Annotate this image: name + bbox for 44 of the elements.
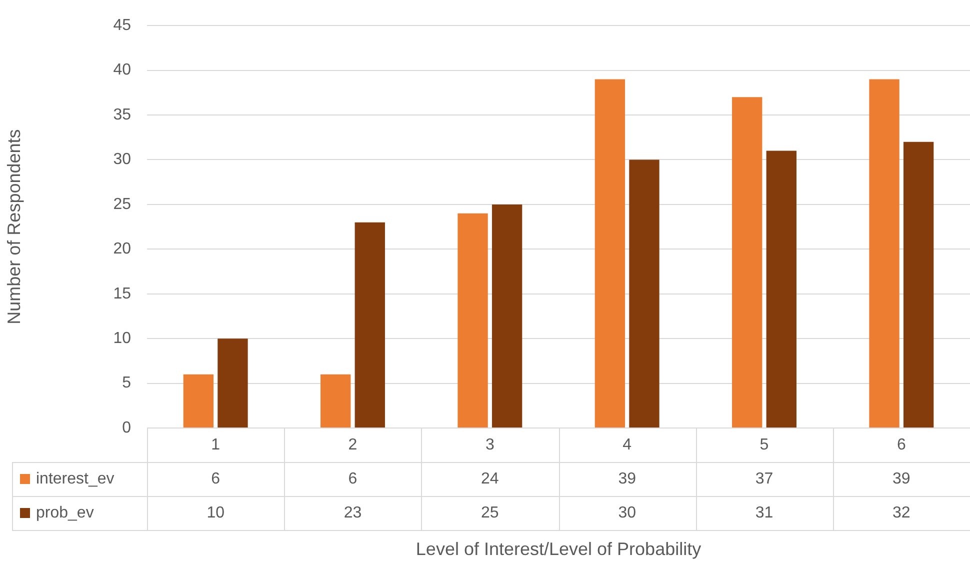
data-label: 6 (348, 470, 358, 488)
bar (183, 374, 214, 428)
x-tick-label: 2 (348, 436, 358, 454)
y-tick-label: 5 (122, 374, 132, 392)
data-label: 24 (481, 470, 499, 488)
data-label: 39 (618, 470, 636, 488)
x-tick-label: 1 (211, 436, 220, 454)
bar (354, 222, 385, 428)
x-axis-title: Level of Interest/Level of Probability (416, 538, 702, 559)
y-tick-label: 25 (113, 196, 132, 213)
y-tick-label: 0 (122, 419, 132, 436)
y-tick-label: 35 (113, 106, 132, 124)
data-label: 37 (755, 470, 774, 488)
y-tick-label: 45 (113, 17, 132, 34)
y-axis-title: Number of Respondents (4, 129, 24, 324)
data-label: 31 (755, 504, 774, 522)
y-tick-label: 30 (113, 151, 132, 168)
bar (492, 204, 522, 428)
bar (732, 97, 762, 428)
data-label: 32 (892, 504, 910, 522)
bar (218, 338, 248, 428)
y-tick-label: 20 (113, 240, 132, 258)
y-tick-label: 40 (113, 62, 132, 79)
x-tick-label: 6 (896, 436, 906, 454)
y-tick-label: 10 (113, 330, 132, 347)
bar (629, 160, 660, 428)
data-label: 6 (211, 470, 220, 488)
bar (320, 374, 351, 428)
x-tick-label: 5 (760, 436, 769, 454)
bar (458, 213, 488, 428)
y-tick-label: 15 (113, 285, 132, 302)
bar (766, 150, 796, 428)
bar (903, 142, 934, 428)
data-label: 30 (618, 504, 636, 522)
data-label: 10 (206, 504, 225, 522)
legend-label: prob_ev (36, 504, 94, 522)
x-tick-label: 4 (622, 436, 632, 454)
bar (869, 79, 900, 428)
bar (594, 79, 626, 428)
data-label: 23 (344, 504, 362, 522)
data-label: 25 (481, 504, 499, 522)
legend-label: interest_ev (36, 470, 114, 488)
x-tick-label: 3 (485, 436, 494, 454)
data-label: 39 (892, 470, 910, 488)
